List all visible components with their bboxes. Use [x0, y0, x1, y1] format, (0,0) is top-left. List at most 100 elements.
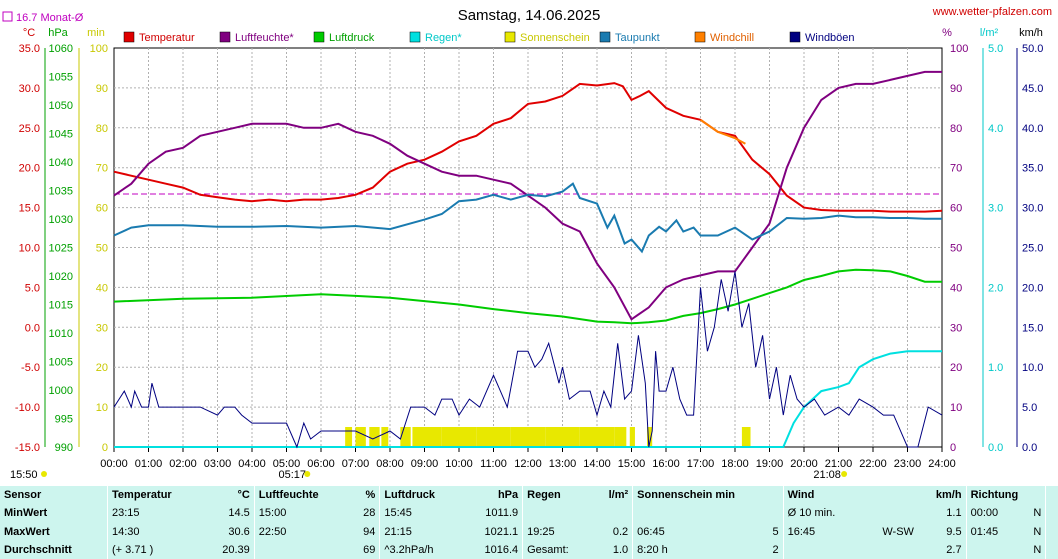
sunrise-label: 05:17: [279, 469, 307, 481]
press-tick-label: 1045: [49, 129, 73, 141]
stats-cell-w_val: 1.1: [946, 507, 962, 520]
stats-cell-h_val: 69: [363, 543, 376, 556]
legend-swatch: [789, 31, 801, 43]
source-link[interactable]: www.wetter-pfalzen.com: [932, 6, 1052, 18]
sunshine-bar: [400, 427, 411, 447]
legend-swatch: [219, 31, 231, 43]
sunshine-bar: [476, 427, 494, 447]
stats-cell-d_time: [965, 540, 1021, 559]
hum-tick-label: 30: [950, 322, 962, 334]
stats-cell-p_val: 1011.9: [485, 507, 519, 520]
stats-cell-r_val: [593, 504, 633, 522]
stats-cell-t_time: 14:30: [107, 522, 204, 541]
temp-tick-label: -5.0: [21, 362, 40, 374]
x-tick-label: 13:00: [549, 458, 577, 470]
sunshine-bar: [741, 427, 751, 447]
rain-tick-label: 5.0: [988, 43, 1003, 55]
axis-unit: hPa: [48, 27, 68, 39]
hum-tick-label: 80: [950, 123, 962, 135]
stats-cell-d_val: N: [1033, 525, 1042, 538]
stats-cell-p_time: ^3.2hPa/h: [379, 540, 464, 559]
wind-tick-label: 50.0: [1022, 43, 1043, 55]
stats-cell-p_time: 21:15: [379, 522, 464, 541]
sunshine-bar: [545, 427, 563, 447]
x-tick-label: 21:00: [825, 458, 853, 470]
rain-tick-label: 3.0: [988, 203, 1003, 215]
sunshine-bar: [493, 427, 511, 447]
sun-tick-label: 50: [96, 243, 108, 255]
legend-swatch: [599, 31, 611, 43]
sunshine-bars: [345, 427, 751, 447]
axis-unit: %: [942, 27, 952, 39]
x-tick-label: 04:00: [238, 458, 266, 470]
stats-cell-s_time: [632, 504, 743, 523]
press-tick-label: 1000: [49, 385, 73, 397]
press-tick-label: 995: [55, 414, 73, 426]
legend-swatch: [123, 31, 135, 43]
stats-cell-r_time: 19:25: [522, 522, 594, 541]
hdr-sunshine: Sonnenschein min: [632, 486, 784, 505]
wind-tick-label: 30.0: [1022, 203, 1043, 215]
sunset-label: 21:08: [813, 469, 841, 481]
statistics-table: Sensor Temperatur °C Luftfeuchte % Luftd…: [0, 486, 1058, 559]
rain-tick-label: 0.0: [988, 442, 1003, 454]
hdr-press-unit: hPa: [497, 489, 519, 502]
x-tick-label: 02:00: [169, 458, 197, 470]
hum-tick-label: 40: [950, 282, 962, 294]
sunset-icon: [841, 471, 848, 477]
series-windchill: [699, 118, 746, 145]
press-tick-label: 1010: [49, 328, 73, 340]
stats-row: Durchschnitt (+ 3.71 ) 20.39 69 ^3.2hPa/h 101…: [0, 540, 1058, 559]
sun-tick-label: 0: [102, 442, 108, 454]
sun-tick-label: 20: [96, 362, 108, 374]
hdr-humidity: Luftfeuchte: [253, 486, 351, 505]
stats-cell-blank: [1045, 540, 1058, 559]
axis-units: °C hPa min% l/m² km/h: [23, 27, 1043, 39]
legend-label: Sonnenschein: [520, 32, 590, 44]
hdr-direction: Richtung: [965, 486, 1046, 505]
series-regen: [114, 350, 942, 448]
sunshine-bar: [355, 427, 366, 447]
stats-cell-w_dir: [862, 504, 918, 522]
stats-cell-s_time: 06:45: [632, 522, 743, 541]
sun-tick-label: 60: [96, 203, 108, 215]
legend-swatch: [694, 31, 706, 43]
stats-cell-t_val: 14.5: [228, 507, 250, 520]
sun-markers: 05:17 21:08 15:50: [10, 469, 848, 481]
stats-header-row: Sensor Temperatur °C Luftfeuchte % Luftd…: [0, 486, 1058, 505]
stats-cell-t_time: 23:15: [107, 504, 204, 523]
hum-tick-label: 50: [950, 243, 962, 255]
x-tick-label: 05:00: [273, 458, 301, 470]
stats-cell-r_val: 1.0: [612, 543, 629, 556]
stats-cell-blank: [1045, 504, 1058, 523]
legend-label: Luftdruck: [329, 32, 375, 44]
wind-tick-label: 25.0: [1022, 243, 1043, 255]
press-tick-label: 1055: [49, 72, 73, 84]
legend-label: Temperatur: [139, 32, 195, 44]
press-tick-label: 1035: [49, 186, 73, 198]
stats-cell-p_val: 1016.4: [484, 543, 519, 556]
press-tick-label: 990: [55, 442, 73, 454]
stats-cell-t_time: (+ 3.71 ): [107, 540, 204, 559]
temp-tick-label: 30.0: [19, 83, 40, 95]
sun-tick-label: 70: [96, 163, 108, 175]
hdr-temperature: Temperatur: [107, 486, 204, 505]
sunshine-bar: [441, 427, 459, 447]
chart-legend: Temperatur Luftfeuchte* Luftdruck Regen* Son…: [123, 31, 855, 44]
temp-tick-label: -10.0: [15, 402, 40, 414]
sunrise-icon: [304, 471, 311, 477]
hdr-temp-unit: °C: [237, 489, 250, 502]
stats-cell-r_time: Gesamt:: [522, 540, 594, 559]
stats-cell-w_dir: W-SW: [882, 525, 914, 538]
x-tick-label: 24:00: [928, 458, 956, 470]
sunshine-bar: [424, 427, 442, 447]
series-luftdruck: [113, 268, 942, 325]
stats-cell-h_time: 15:00: [253, 504, 351, 523]
stats-cell-h_time: [253, 540, 351, 559]
hum-tick-label: 20: [950, 362, 962, 374]
temp-tick-label: 5.0: [25, 282, 40, 294]
press-tick-label: 1025: [49, 243, 73, 255]
month-avg-label: 16.7 Monat-Ø: [16, 12, 84, 24]
rain-tick-label: 1.0: [988, 362, 1003, 374]
axis-unit: min: [87, 27, 105, 39]
